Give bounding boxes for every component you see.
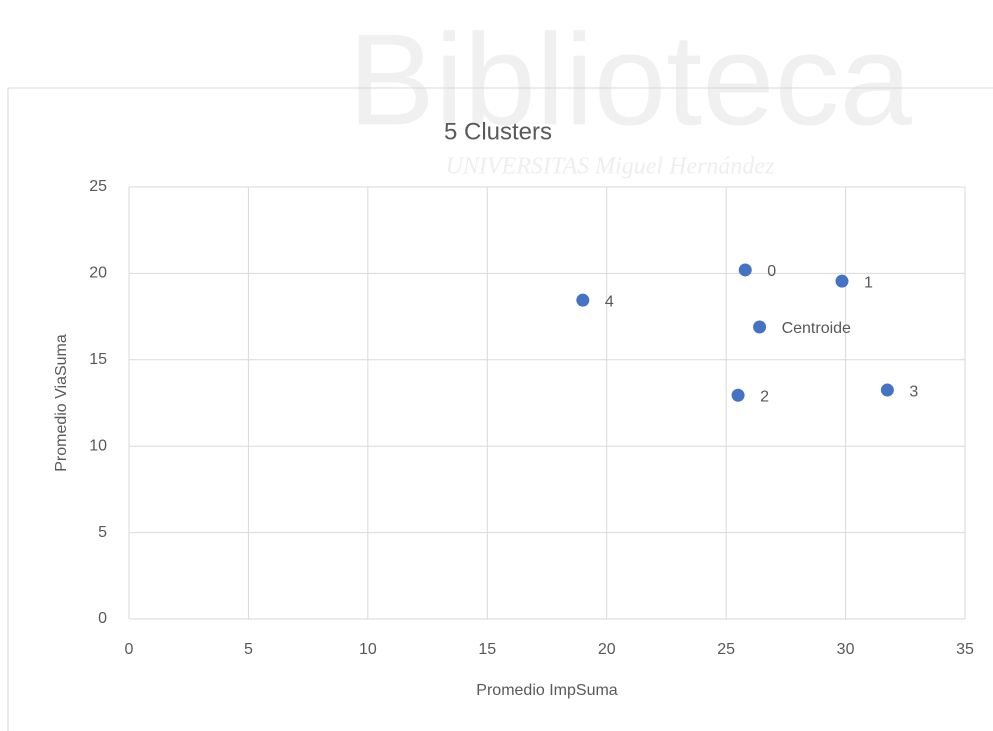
x-tick-label: 20: [598, 641, 616, 658]
x-tick-label: 5: [244, 641, 253, 658]
chart-title: 5 Clusters: [444, 118, 552, 145]
point-label: 3: [909, 383, 918, 400]
point-label: 2: [760, 388, 769, 405]
chart-frame: [7, 87, 993, 731]
x-tick-label: 10: [359, 641, 377, 658]
point: [880, 383, 894, 397]
y-tick-label: 5: [98, 524, 107, 541]
x-tick-label: 35: [956, 641, 974, 658]
watermark-title: Biblioteca: [348, 6, 912, 152]
point: [576, 293, 590, 307]
x-axis-label: Promedio ImpSuma: [476, 682, 617, 699]
y-axis-label: Promedio ViaSuma: [53, 334, 70, 472]
y-tick-label: 0: [98, 610, 107, 627]
y-tick-label: 10: [89, 437, 107, 454]
y-tick-label: 20: [89, 265, 107, 282]
point: [835, 274, 849, 288]
watermark-subtitle: UNIVERSITAS Miguel Hernández: [446, 154, 775, 180]
x-tick-label: 0: [125, 641, 134, 658]
point: [738, 263, 752, 277]
point-label: Centroide: [782, 320, 851, 337]
x-tick-label: 25: [717, 641, 735, 658]
point-label: 0: [767, 263, 776, 280]
point: [753, 320, 767, 334]
point-label: 1: [864, 274, 873, 291]
x-tick-label: 15: [478, 641, 496, 658]
point: [731, 388, 745, 402]
point-label: 4: [605, 293, 614, 310]
y-tick-label: 15: [89, 351, 107, 368]
y-tick-label: 25: [89, 178, 107, 195]
x-tick-label: 30: [837, 641, 855, 658]
